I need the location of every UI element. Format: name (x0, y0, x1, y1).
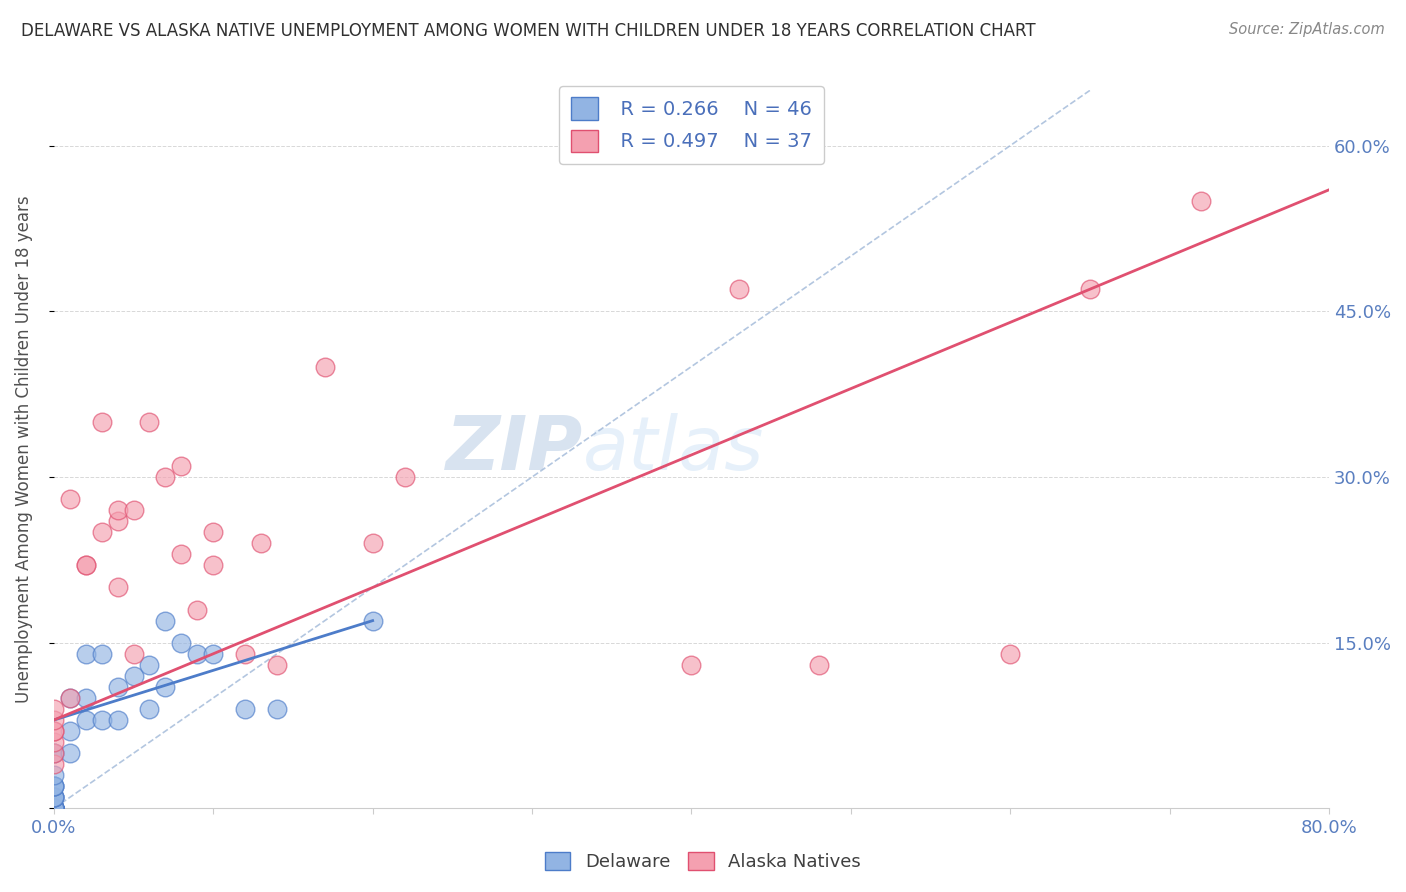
Point (42, 801, 65, 815)
Point (250, 536, 273, 550)
Point (266, 702, 288, 716)
Point (42, 790, 65, 805)
Text: Source: ZipAtlas.com: Source: ZipAtlas.com (1229, 22, 1385, 37)
Point (42, 801, 65, 815)
Point (107, 503, 129, 517)
Point (138, 415, 160, 429)
Point (42, 735, 65, 749)
Point (59, 746, 82, 760)
Point (186, 602, 208, 616)
Text: DELAWARE VS ALASKA NATIVE UNEMPLOYMENT AMONG WOMEN WITH CHILDREN UNDER 18 YEARS : DELAWARE VS ALASKA NATIVE UNEMPLOYMENT A… (21, 22, 1036, 40)
Point (155, 470, 177, 484)
Point (42, 801, 65, 815)
Point (1000, 647, 1022, 661)
Point (233, 647, 256, 661)
Point (233, 702, 256, 716)
Point (122, 669, 145, 683)
Point (138, 657, 160, 672)
Point (107, 514, 129, 528)
Point (202, 558, 225, 573)
Point (122, 647, 145, 661)
Point (42, 746, 65, 760)
Legend: Delaware, Alaska Natives: Delaware, Alaska Natives (538, 845, 868, 879)
Point (186, 647, 208, 661)
Point (42, 801, 65, 815)
Point (42, 801, 65, 815)
Point (42, 801, 65, 815)
Point (122, 503, 145, 517)
Point (42, 746, 65, 760)
Point (394, 470, 416, 484)
Point (138, 702, 160, 716)
Point (202, 525, 225, 540)
Point (42, 702, 65, 716)
Point (59, 724, 82, 739)
Point (42, 724, 65, 739)
Point (59, 492, 82, 507)
Point (42, 801, 65, 815)
Point (42, 801, 65, 815)
Point (59, 690, 82, 705)
Point (42, 790, 65, 805)
Point (107, 680, 129, 694)
Point (807, 657, 830, 672)
Point (107, 713, 129, 727)
Point (728, 282, 751, 296)
Point (155, 680, 177, 694)
Point (42, 801, 65, 815)
Point (59, 690, 82, 705)
Point (107, 581, 129, 595)
Point (42, 801, 65, 815)
Point (42, 801, 65, 815)
Point (170, 547, 193, 561)
Point (42, 801, 65, 815)
Point (75, 647, 97, 661)
Point (681, 657, 703, 672)
Point (42, 780, 65, 794)
Point (75, 558, 97, 573)
Point (202, 647, 225, 661)
Point (75, 713, 97, 727)
Point (42, 790, 65, 805)
Point (42, 713, 65, 727)
Point (90, 525, 112, 540)
Point (42, 724, 65, 739)
Point (1191, 194, 1213, 208)
Point (42, 801, 65, 815)
Point (1078, 282, 1101, 296)
Text: ZIP: ZIP (446, 413, 583, 486)
Point (42, 780, 65, 794)
Point (155, 614, 177, 628)
Point (90, 647, 112, 661)
Point (42, 746, 65, 760)
Text: atlas: atlas (583, 413, 765, 485)
Point (170, 636, 193, 650)
Point (361, 614, 384, 628)
Point (42, 801, 65, 815)
Point (266, 657, 288, 672)
Point (42, 757, 65, 772)
Point (75, 558, 97, 573)
Point (75, 690, 97, 705)
Legend:   R = 0.266    N = 46,   R = 0.497    N = 37: R = 0.266 N = 46, R = 0.497 N = 37 (560, 86, 824, 164)
Point (90, 713, 112, 727)
Point (361, 536, 384, 550)
Point (90, 415, 112, 429)
Point (42, 780, 65, 794)
Point (42, 790, 65, 805)
Point (314, 359, 336, 374)
Point (170, 458, 193, 473)
Y-axis label: Unemployment Among Women with Children Under 18 years: Unemployment Among Women with Children U… (15, 195, 32, 703)
Point (42, 768, 65, 782)
Point (42, 801, 65, 815)
